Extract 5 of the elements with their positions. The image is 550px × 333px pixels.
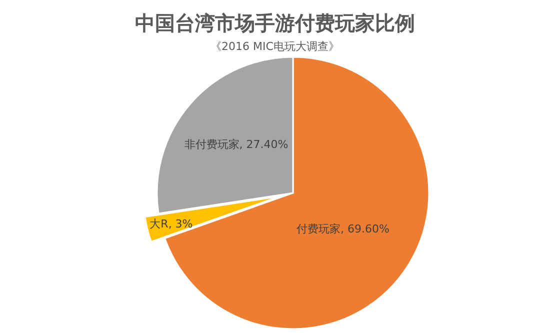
slice-label: 非付费玩家, 27.40% xyxy=(184,138,288,152)
chart-title: 中国台湾市场手游付费玩家比例 xyxy=(135,11,415,35)
slice-label: 付费玩家, 69.60% xyxy=(296,222,390,236)
slice-label: 大R, 3% xyxy=(150,217,193,230)
chart-subtitle: 《2016 MIC电玩大调查》 xyxy=(210,40,340,53)
